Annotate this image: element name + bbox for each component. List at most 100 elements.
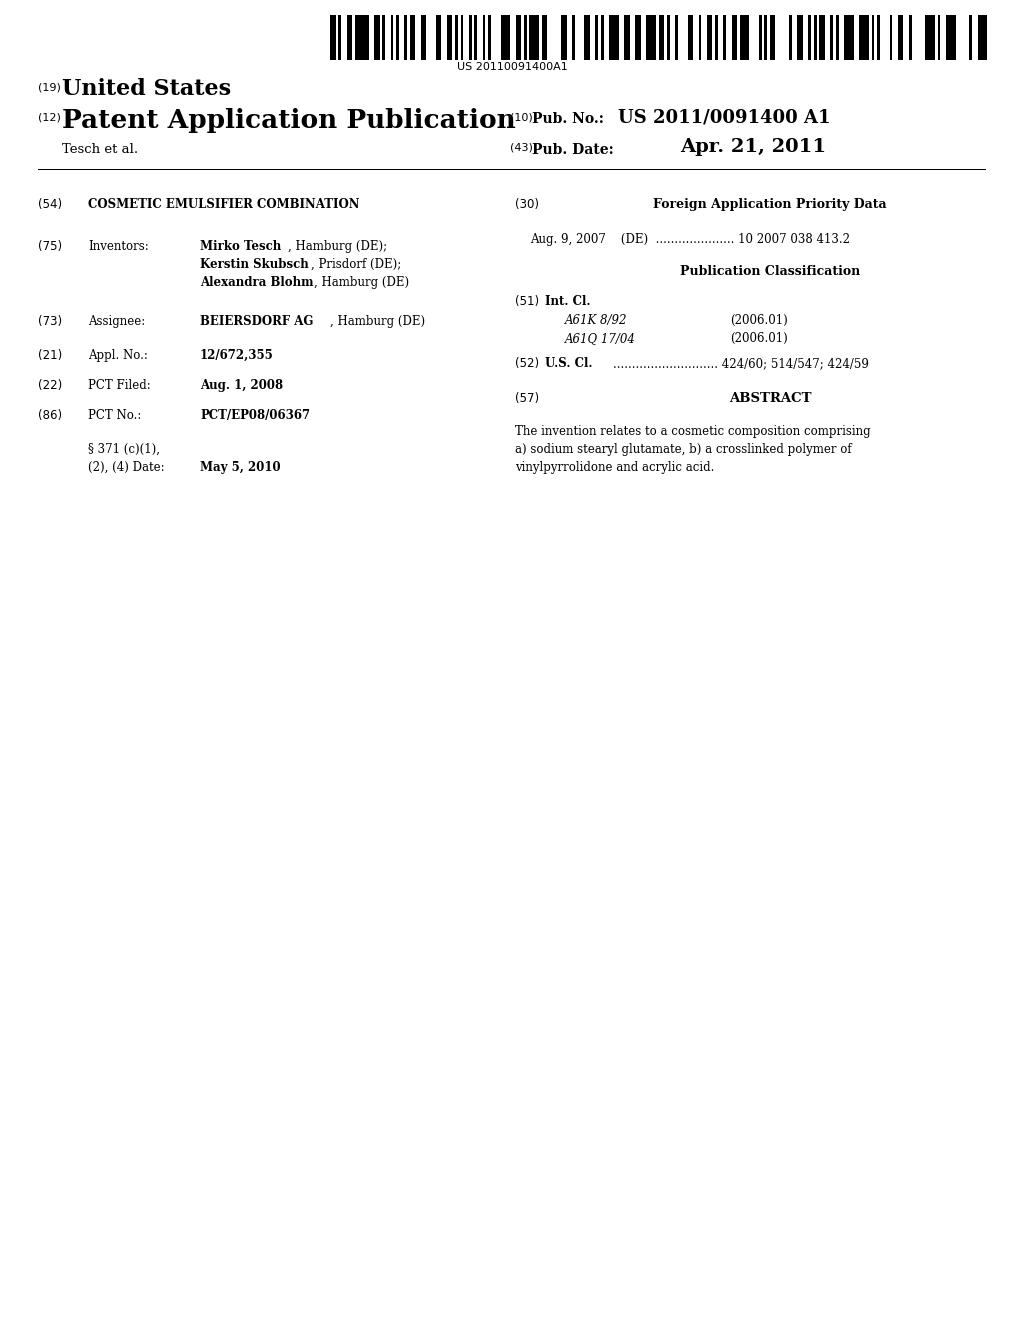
Bar <box>814 15 817 59</box>
Bar <box>421 15 426 59</box>
Bar <box>382 15 385 59</box>
Bar <box>595 15 598 59</box>
Bar <box>346 15 352 59</box>
Text: (21): (21) <box>38 348 62 362</box>
Bar <box>501 15 510 59</box>
Bar <box>436 15 441 59</box>
Text: Int. Cl.: Int. Cl. <box>545 294 591 308</box>
Bar <box>410 15 416 59</box>
Bar <box>354 15 369 59</box>
Text: U.S. Cl.: U.S. Cl. <box>545 356 593 370</box>
Bar <box>482 15 485 59</box>
Text: (2006.01): (2006.01) <box>730 314 787 327</box>
Bar <box>970 15 972 59</box>
Text: (22): (22) <box>38 379 62 392</box>
Text: (52): (52) <box>515 356 539 370</box>
Bar <box>667 15 670 59</box>
Bar <box>938 15 940 59</box>
Bar <box>330 15 336 59</box>
Bar <box>809 15 811 59</box>
Bar <box>625 15 630 59</box>
Bar <box>529 15 539 59</box>
Bar <box>878 15 880 59</box>
Bar <box>474 15 477 59</box>
Text: (51): (51) <box>515 294 539 308</box>
Text: A61Q 17/04: A61Q 17/04 <box>565 333 636 345</box>
Text: (54): (54) <box>38 198 62 211</box>
Text: Aug. 1, 2008: Aug. 1, 2008 <box>200 379 283 392</box>
Text: (19): (19) <box>38 83 60 92</box>
Bar <box>890 15 892 59</box>
Text: Foreign Application Priority Data: Foreign Application Priority Data <box>653 198 887 211</box>
Text: , Prisdorf (DE);: , Prisdorf (DE); <box>311 257 401 271</box>
Text: § 371 (c)(1),: § 371 (c)(1), <box>88 444 160 455</box>
Bar <box>390 15 393 59</box>
Bar <box>675 15 678 59</box>
Text: Assignee:: Assignee: <box>88 315 145 327</box>
Bar <box>488 15 490 59</box>
Text: (12): (12) <box>38 112 60 121</box>
Text: a) sodium stearyl glutamate, b) a crosslinked polymer of: a) sodium stearyl glutamate, b) a crossl… <box>515 444 852 455</box>
Bar <box>946 15 955 59</box>
Bar <box>836 15 839 59</box>
Text: Apr. 21, 2011: Apr. 21, 2011 <box>680 139 826 156</box>
Text: (10): (10) <box>510 112 532 121</box>
Bar <box>374 15 380 59</box>
Bar <box>542 15 547 59</box>
Text: Mirko Tesch: Mirko Tesch <box>200 240 282 253</box>
Bar <box>446 15 453 59</box>
Text: (30): (30) <box>515 198 539 211</box>
Text: (73): (73) <box>38 315 62 327</box>
Bar <box>739 15 750 59</box>
Bar <box>455 15 458 59</box>
Bar <box>759 15 762 59</box>
Bar <box>909 15 911 59</box>
Text: (75): (75) <box>38 240 62 253</box>
Bar <box>601 15 603 59</box>
Bar <box>819 15 825 59</box>
Bar <box>898 15 903 59</box>
Text: Patent Application Publication: Patent Application Publication <box>62 108 516 133</box>
Bar <box>516 15 521 59</box>
Bar <box>715 15 718 59</box>
Bar <box>871 15 874 59</box>
Text: Publication Classification: Publication Classification <box>680 265 860 279</box>
Bar <box>609 15 618 59</box>
Bar <box>723 15 726 59</box>
Text: vinylpyrrolidone and acrylic acid.: vinylpyrrolidone and acrylic acid. <box>515 461 715 474</box>
Bar <box>635 15 641 59</box>
Bar <box>646 15 656 59</box>
Bar <box>524 15 526 59</box>
Bar <box>658 15 665 59</box>
Text: Pub. No.:: Pub. No.: <box>532 112 604 125</box>
Text: (86): (86) <box>38 409 62 422</box>
Text: PCT/EP08/06367: PCT/EP08/06367 <box>200 409 310 422</box>
Bar <box>698 15 701 59</box>
Bar <box>687 15 693 59</box>
Bar <box>585 15 590 59</box>
Bar <box>404 15 407 59</box>
Bar <box>561 15 566 59</box>
Text: US 20110091400A1: US 20110091400A1 <box>457 62 567 73</box>
Text: Alexandra Blohm: Alexandra Blohm <box>200 276 313 289</box>
Text: Inventors:: Inventors: <box>88 240 148 253</box>
Text: (57): (57) <box>515 392 539 405</box>
Text: Tesch et al.: Tesch et al. <box>62 143 138 156</box>
Text: May 5, 2010: May 5, 2010 <box>200 461 281 474</box>
Text: (43): (43) <box>510 143 532 153</box>
Bar <box>844 15 854 59</box>
Bar <box>790 15 792 59</box>
Bar <box>978 15 987 59</box>
Text: US 2011/0091400 A1: US 2011/0091400 A1 <box>618 108 830 125</box>
Text: , Hamburg (DE): , Hamburg (DE) <box>314 276 410 289</box>
Text: (2), (4) Date:: (2), (4) Date: <box>88 461 165 474</box>
Text: , Hamburg (DE);: , Hamburg (DE); <box>288 240 387 253</box>
Text: 12/672,355: 12/672,355 <box>200 348 273 362</box>
Text: , Hamburg (DE): , Hamburg (DE) <box>330 315 425 327</box>
Bar <box>830 15 834 59</box>
Bar <box>469 15 472 59</box>
Bar <box>859 15 869 59</box>
Bar <box>572 15 574 59</box>
Bar <box>461 15 464 59</box>
Text: PCT Filed:: PCT Filed: <box>88 379 151 392</box>
